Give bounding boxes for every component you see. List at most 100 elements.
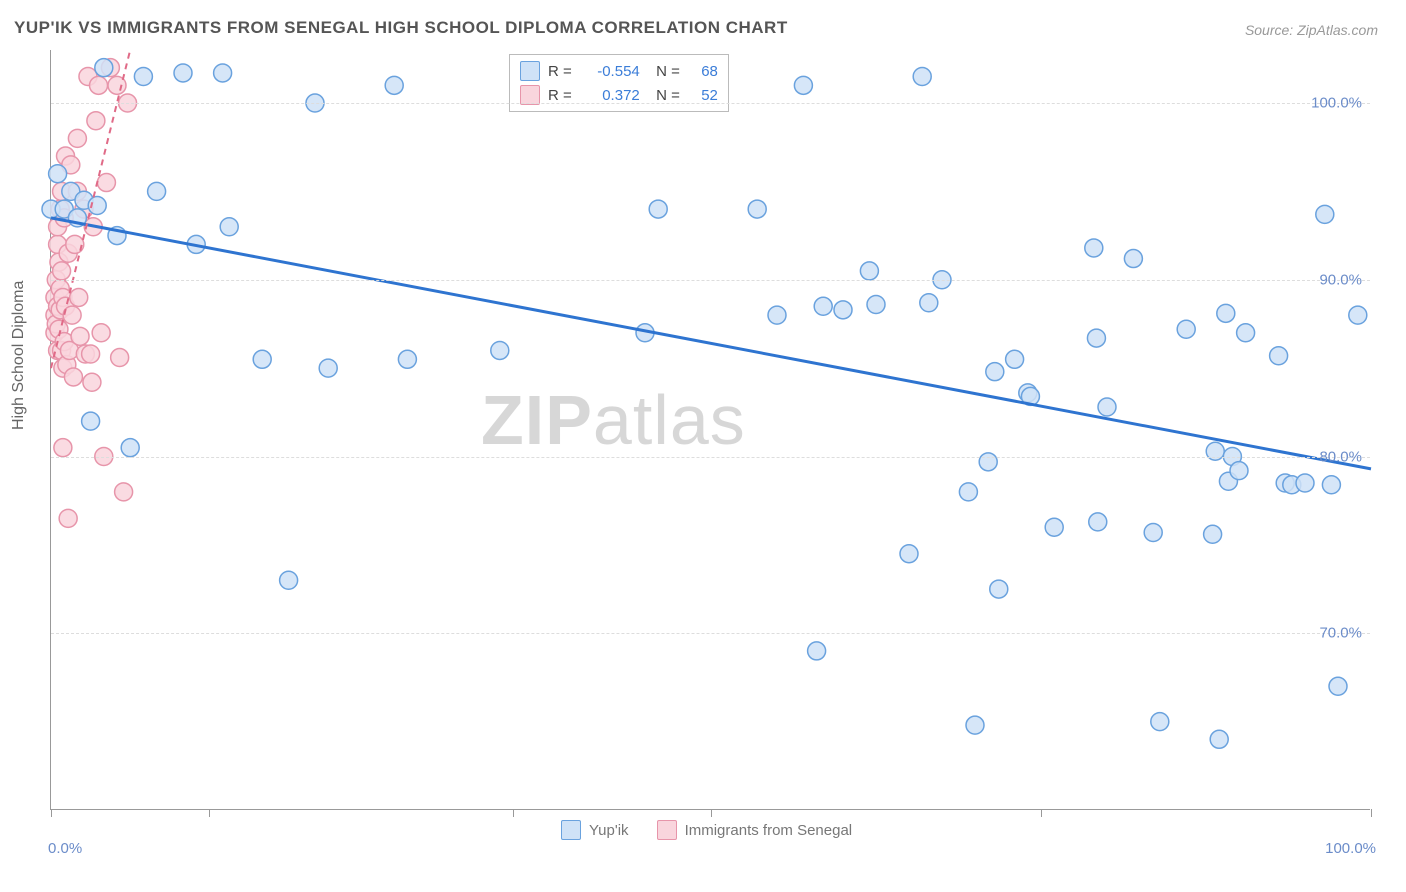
scatter-point (1098, 398, 1116, 416)
scatter-point (1087, 329, 1105, 347)
scatter-point (59, 509, 77, 527)
scatter-point (1270, 347, 1288, 365)
scatter-point (54, 439, 72, 457)
source-attribution: Source: ZipAtlas.com (1245, 22, 1378, 38)
scatter-point (95, 59, 113, 77)
series-legend: Yup'ik Immigrants from Senegal (561, 820, 852, 840)
scatter-point (1144, 524, 1162, 542)
scatter-point (121, 439, 139, 457)
scatter-point (1296, 474, 1314, 492)
legend-row-a: R = -0.554 N = 68 (520, 59, 718, 83)
scatter-point (63, 306, 81, 324)
scatter-point (1204, 525, 1222, 543)
scatter-point (53, 262, 71, 280)
n-value-a: 68 (688, 63, 718, 80)
scatter-point (1206, 442, 1224, 460)
label-r: R = (548, 87, 572, 104)
scatter-point (214, 64, 232, 82)
scatter-point (860, 262, 878, 280)
legend-item-a: Yup'ik (561, 820, 629, 840)
scatter-point (1237, 324, 1255, 342)
scatter-point (398, 350, 416, 368)
scatter-point (1085, 239, 1103, 257)
scatter-point (92, 324, 110, 342)
x-tick (51, 809, 52, 817)
x-tick (513, 809, 514, 817)
scatter-point (913, 68, 931, 86)
scatter-point (64, 368, 82, 386)
scatter-point (70, 288, 88, 306)
scatter-point (280, 571, 298, 589)
y-tick-label: 70.0% (1319, 625, 1362, 642)
scatter-point (491, 341, 509, 359)
scatter-point (1322, 476, 1340, 494)
x-tick (209, 809, 210, 817)
x-tick (1371, 809, 1372, 817)
scatter-point (1217, 304, 1235, 322)
scatter-point (319, 359, 337, 377)
scatter-point (83, 373, 101, 391)
chart-container: YUP'IK VS IMMIGRANTS FROM SENEGAL HIGH S… (0, 0, 1406, 892)
scatter-point (1151, 713, 1169, 731)
scatter-point (966, 716, 984, 734)
legend-swatch-b (520, 85, 540, 105)
gridline (51, 103, 1370, 104)
scatter-point (1210, 730, 1228, 748)
scatter-point (867, 296, 885, 314)
scatter-point (1124, 250, 1142, 268)
scatter-point (71, 327, 89, 345)
scatter-point (1045, 518, 1063, 536)
scatter-point (986, 363, 1004, 381)
scatter-point (920, 294, 938, 312)
legend-swatch-b2 (657, 820, 677, 840)
scatter-point (1177, 320, 1195, 338)
scatter-point (90, 76, 108, 94)
scatter-point (959, 483, 977, 501)
r-value-a: -0.554 (580, 63, 640, 80)
scatter-point (82, 412, 100, 430)
scatter-point (979, 453, 997, 471)
x-tick (711, 809, 712, 817)
scatter-point (814, 297, 832, 315)
series-a-name: Yup'ik (589, 822, 629, 839)
scatter-point (834, 301, 852, 319)
legend-swatch-a (520, 61, 540, 81)
scatter-point (900, 545, 918, 563)
scatter-point (115, 483, 133, 501)
y-tick-label: 100.0% (1311, 95, 1362, 112)
scatter-point (1230, 462, 1248, 480)
scatter-point (649, 200, 667, 218)
scatter-point (385, 76, 403, 94)
trendline-a (51, 218, 1371, 469)
x-label-right: 100.0% (1325, 840, 1376, 857)
plot-area: ZIPatlas R = -0.554 N = 68 R = 0.372 N =… (50, 50, 1370, 810)
scatter-point (87, 112, 105, 130)
legend-swatch-a2 (561, 820, 581, 840)
scatter-point (49, 165, 67, 183)
series-b-name: Immigrants from Senegal (685, 822, 853, 839)
n-value-b: 52 (688, 87, 718, 104)
scatter-point (68, 129, 86, 147)
label-n: N = (648, 63, 680, 80)
scatter-point (1316, 205, 1334, 223)
scatter-point (220, 218, 238, 236)
scatter-point (253, 350, 271, 368)
scatter-point (111, 349, 129, 367)
y-tick-label: 80.0% (1319, 448, 1362, 465)
scatter-point (148, 182, 166, 200)
label-r: R = (548, 63, 572, 80)
scatter-point (748, 200, 766, 218)
gridline (51, 457, 1370, 458)
scatter-point (990, 580, 1008, 598)
r-value-b: 0.372 (580, 87, 640, 104)
y-tick-label: 90.0% (1319, 271, 1362, 288)
scatter-point (1329, 677, 1347, 695)
x-tick (1041, 809, 1042, 817)
y-axis-label: High School Diploma (10, 281, 28, 430)
scatter-point (1349, 306, 1367, 324)
scatter-point (1006, 350, 1024, 368)
legend-item-b: Immigrants from Senegal (657, 820, 853, 840)
scatter-point (134, 68, 152, 86)
scatter-point (97, 174, 115, 192)
scatter-point (768, 306, 786, 324)
